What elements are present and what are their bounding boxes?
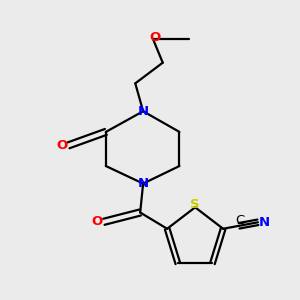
Text: O: O — [92, 215, 103, 228]
Text: S: S — [190, 198, 200, 212]
Text: O: O — [150, 31, 161, 44]
Text: N: N — [138, 177, 149, 190]
Text: O: O — [56, 139, 68, 152]
Text: N: N — [138, 105, 149, 118]
Text: N: N — [259, 216, 270, 229]
Text: C: C — [235, 214, 244, 227]
